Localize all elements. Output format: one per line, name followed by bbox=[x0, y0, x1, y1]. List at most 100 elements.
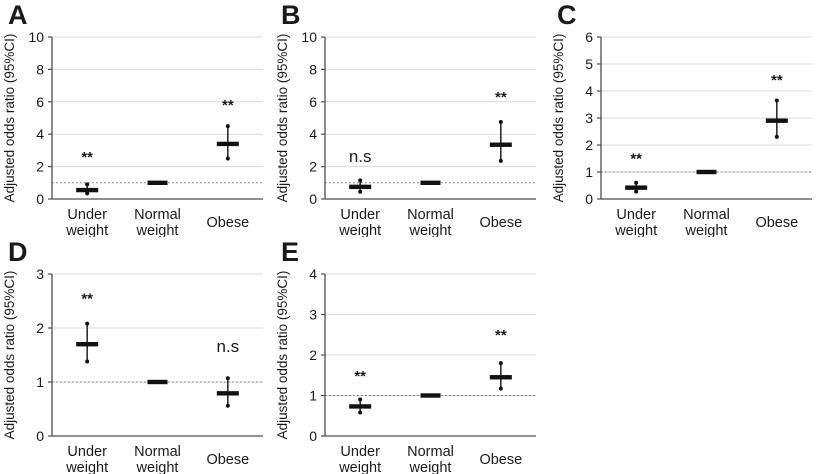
x-category-label: Obese bbox=[755, 215, 798, 231]
significance-stars: ** bbox=[771, 72, 783, 89]
x-category-label: Under bbox=[616, 207, 656, 223]
panel-c: C 0 1 2 3 4 5 6 Adjusted odds ratio (95%CI) ** **… bbox=[549, 0, 824, 237]
y-tick-label: 2 bbox=[309, 159, 317, 175]
y-tick-label: 6 bbox=[36, 94, 44, 110]
ci-marker-normal-weight bbox=[420, 393, 441, 398]
y-tick-label: 6 bbox=[309, 94, 317, 110]
axes: 0 1 2 3 4 5 6 bbox=[585, 29, 812, 207]
significance-stars: ** bbox=[81, 149, 93, 166]
y-tick-label: 2 bbox=[309, 347, 317, 363]
ci-marker-normal-weight bbox=[696, 169, 717, 175]
y-tick-label: 8 bbox=[36, 61, 44, 77]
ci-marker-under-weight bbox=[349, 178, 372, 194]
y-tick-label: 2 bbox=[36, 159, 44, 175]
x-category-label: Normal bbox=[134, 444, 181, 460]
y-tick-label: 2 bbox=[36, 320, 44, 336]
x-category-label: Obese bbox=[479, 215, 522, 231]
x-category-label: weight bbox=[136, 460, 179, 474]
y-tick-label: 4 bbox=[36, 126, 44, 142]
panel-letter-c: C bbox=[557, 0, 577, 30]
y-axis-title: Adjusted odds ratio (95%CI) bbox=[275, 271, 290, 440]
panel-letter-e: E bbox=[281, 237, 300, 267]
panel-e: E 0 1 2 3 4 Adjusted odds ratio (95%CI) ** ** Un… bbox=[273, 237, 548, 474]
ci-marker-normal-weight bbox=[147, 180, 168, 185]
x-category-label: Obese bbox=[206, 215, 249, 231]
y-tick-label: 0 bbox=[36, 191, 44, 207]
y-axis-title: Adjusted odds ratio (95%CI) bbox=[275, 34, 290, 203]
y-tick-label: 5 bbox=[585, 56, 593, 72]
x-category-label: Normal bbox=[683, 207, 730, 223]
x-category-label: Normal bbox=[407, 207, 454, 223]
forest-chart-d: 0 1 2 3 Adjusted odds ratio (95%CI) ** n.s Unde… bbox=[2, 266, 263, 474]
gridlines bbox=[601, 36, 812, 173]
x-category-label: weight bbox=[338, 223, 381, 237]
ci-marker-normal-weight bbox=[147, 379, 168, 385]
x-category-label: Normal bbox=[134, 207, 181, 223]
panel-d: D 0 1 2 3 Adjusted odds ratio (95%CI) ** n.s Un… bbox=[0, 237, 275, 474]
significance-stars: ** bbox=[222, 97, 234, 114]
ci-marker-obese bbox=[489, 361, 512, 391]
ci-marker-under-weight bbox=[625, 180, 648, 194]
forest-chart-e: 0 1 2 3 4 Adjusted odds ratio (95%CI) ** ** Unde… bbox=[275, 266, 536, 474]
y-tick-label: 10 bbox=[301, 29, 317, 45]
x-category-label: Under bbox=[340, 444, 380, 460]
y-tick-label: 4 bbox=[309, 126, 317, 142]
x-category-label: Obese bbox=[479, 452, 522, 468]
x-category-label: Under bbox=[67, 207, 107, 223]
x-category-label: weight bbox=[136, 223, 179, 237]
x-category-label: weight bbox=[614, 223, 657, 237]
x-category-label: weight bbox=[409, 460, 452, 474]
y-axis-title: Adjusted odds ratio (95%CI) bbox=[551, 34, 566, 203]
y-tick-label: 10 bbox=[28, 29, 44, 45]
x-category-label: Normal bbox=[407, 444, 454, 460]
axes: 0 2 4 6 8 10 bbox=[301, 29, 536, 207]
y-tick-label: 4 bbox=[585, 83, 593, 99]
ci-marker-obese bbox=[216, 124, 239, 161]
axes: 0 1 2 3 4 bbox=[309, 266, 536, 444]
significance-stars: ** bbox=[630, 151, 642, 168]
ci-marker-under-weight bbox=[76, 182, 99, 196]
forest-chart-c: 0 1 2 3 4 5 6 Adjusted odds ratio (95%CI) ** ** Un… bbox=[551, 29, 812, 237]
axes: 0 1 2 3 bbox=[36, 266, 263, 444]
ci-marker-obese bbox=[216, 376, 239, 408]
not-significant-label: n.s bbox=[349, 147, 372, 166]
ci-marker-obese bbox=[489, 120, 512, 163]
x-category-label: Obese bbox=[206, 452, 249, 468]
y-tick-label: 0 bbox=[309, 428, 317, 444]
significance-stars: ** bbox=[495, 327, 507, 344]
significance-stars: ** bbox=[354, 368, 366, 385]
ci-marker-obese bbox=[765, 98, 788, 139]
panel-b: B 0 2 4 6 8 10 Adjusted odds ratio (95%CI) n.s *… bbox=[273, 0, 548, 237]
x-category-label: weight bbox=[65, 460, 108, 474]
x-category-label: weight bbox=[338, 460, 381, 474]
panel-letter-b: B bbox=[281, 0, 301, 30]
y-tick-label: 0 bbox=[36, 428, 44, 444]
y-tick-label: 1 bbox=[309, 388, 317, 404]
y-tick-label: 3 bbox=[309, 307, 317, 323]
y-tick-label: 4 bbox=[309, 266, 317, 282]
axes: 0 2 4 6 8 10 bbox=[28, 29, 263, 207]
panel-a: A 0 2 4 6 8 10 Adjusted odds ratio (95%CI) ** **… bbox=[0, 0, 275, 237]
y-axis-title: Adjusted odds ratio (95%CI) bbox=[2, 34, 17, 203]
y-tick-label: 0 bbox=[309, 191, 317, 207]
significance-stars: ** bbox=[495, 89, 507, 106]
y-tick-label: 1 bbox=[36, 374, 44, 390]
x-category-label: weight bbox=[409, 223, 452, 237]
panel-letter-d: D bbox=[8, 237, 28, 267]
forest-chart-a: 0 2 4 6 8 10 Adjusted odds ratio (95%CI) ** ** Un… bbox=[2, 29, 263, 237]
significance-stars: ** bbox=[81, 290, 93, 307]
panel-letter-a: A bbox=[8, 0, 28, 30]
x-category-label: Under bbox=[67, 444, 107, 460]
forest-chart-b: 0 2 4 6 8 10 Adjusted odds ratio (95%CI) n.s ** U… bbox=[275, 29, 536, 237]
y-tick-label: 6 bbox=[585, 29, 593, 45]
x-category-label: weight bbox=[65, 223, 108, 237]
y-axis-title: Adjusted odds ratio (95%CI) bbox=[2, 271, 17, 440]
y-tick-label: 1 bbox=[585, 164, 593, 180]
ci-marker-normal-weight bbox=[420, 180, 441, 185]
y-tick-label: 2 bbox=[585, 137, 593, 153]
y-tick-label: 3 bbox=[585, 110, 593, 126]
y-tick-label: 0 bbox=[585, 191, 593, 207]
y-tick-label: 8 bbox=[309, 61, 317, 77]
not-significant-label: n.s bbox=[216, 337, 239, 356]
